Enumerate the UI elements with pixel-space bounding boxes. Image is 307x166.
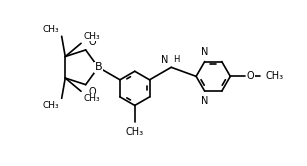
Text: O: O bbox=[88, 87, 96, 97]
Text: CH₃: CH₃ bbox=[42, 101, 59, 110]
Text: CH₃: CH₃ bbox=[42, 25, 59, 34]
Text: B: B bbox=[95, 62, 102, 72]
Text: O: O bbox=[247, 71, 254, 81]
Text: O: O bbox=[88, 37, 96, 47]
Text: CH₃: CH₃ bbox=[84, 32, 100, 41]
Text: N: N bbox=[201, 96, 208, 106]
Text: CH₃: CH₃ bbox=[84, 94, 100, 103]
Text: N: N bbox=[201, 47, 208, 57]
Text: CH₃: CH₃ bbox=[126, 127, 144, 137]
Text: H: H bbox=[173, 55, 179, 64]
Text: N: N bbox=[161, 55, 169, 65]
Text: CH₃: CH₃ bbox=[265, 71, 283, 81]
